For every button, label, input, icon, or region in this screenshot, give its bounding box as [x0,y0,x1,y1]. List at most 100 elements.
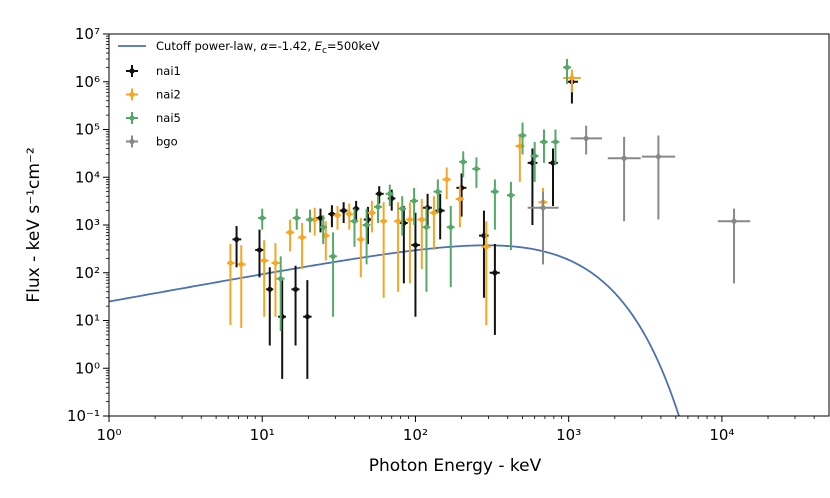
data-marker [552,139,559,145]
legend-model-label: Cutoff power-law, α=-1.42, Ec=500keV [156,39,380,56]
nai5-point [305,209,314,233]
nai5-point [551,129,560,166]
data-marker [412,242,419,248]
nai2-point [297,223,307,269]
nai5-point [409,187,419,225]
data-marker [259,215,265,221]
data-marker [444,176,450,183]
data-marker [233,236,240,242]
data-marker [540,205,546,211]
nai5-point [563,58,571,84]
legend-swatch-marker [129,115,135,121]
y-tick-label: 10¹ [75,312,100,330]
data-marker [227,260,234,266]
nai5-point [373,196,382,224]
data-marker [351,218,358,224]
nai5-point [472,157,481,188]
y-tick-label: 10⁰ [75,359,100,377]
nai5-point [398,196,407,236]
nai1-point [291,265,300,346]
nai2-point [481,221,491,326]
data-marker [387,191,393,197]
data-marker [564,64,570,70]
y-tick-label: 10⁶ [75,73,100,91]
nai1-point [255,229,264,278]
data-marker [621,155,627,161]
data-marker [483,244,489,250]
model-curve [109,244,680,416]
data-marker [435,189,441,195]
nai5-point [518,122,527,155]
nai1-point [456,173,467,217]
data-marker [292,286,299,292]
data-marker [460,159,466,165]
data-marker [541,139,547,145]
data-marker [508,192,514,198]
legend-label-nai2: nai2 [156,88,181,102]
data-marker [261,257,267,264]
data-marker [481,232,487,239]
nai5-point [446,205,455,288]
y-tick-label: 10³ [75,216,100,234]
data-marker [569,75,575,81]
data-marker [312,216,318,223]
data-marker [731,218,737,224]
nai2-point [367,200,376,233]
nai5-point [506,181,515,250]
nai5-point [292,208,301,230]
data-marker [583,135,589,142]
data-marker [341,208,347,214]
legend: Cutoff power-law, α=-1.42, Ec=500keV nai… [118,39,380,149]
nai2-point [455,186,464,228]
data-marker [423,224,430,230]
data-marker [492,189,498,195]
nai2-point [286,219,295,252]
data-marker [272,260,279,266]
gridless-plot-area [109,34,829,416]
nai1-point [328,205,336,228]
data-marker [473,166,480,172]
bgo-point [607,136,641,222]
data-marker [330,253,336,259]
data-marker [492,270,498,276]
data-marker [399,206,405,212]
nai2-point [394,202,402,292]
bgo-point [527,191,559,265]
x-tick-label: 10⁰ [96,426,121,444]
nai5-point [540,129,548,163]
legend-swatch-marker [129,138,135,145]
nai1-point [266,267,274,346]
data-marker [307,216,313,223]
nai2-point [271,242,280,317]
data-marker [550,160,556,166]
data-marker [256,247,263,253]
nai2-point [356,218,365,278]
nai2-point [379,202,388,298]
nai5-point [422,206,431,292]
nai5-point [362,208,371,265]
nai1-point [375,186,384,204]
nai5-point [530,141,539,182]
data-marker [329,211,335,217]
y-tick-label: 10⁴ [75,168,100,186]
y-tick-label: 10⁷ [75,25,100,43]
x-tick-label: 10³ [556,426,581,444]
y-axis: 10⁻¹ 10⁰ 10¹ 10² 10³ 10⁴ 10⁵ 10⁶ 10⁷ [67,25,109,425]
legend-label-nai5: nai5 [156,111,181,125]
x-tick-label: 10⁴ [709,426,734,444]
data-marker [457,196,463,202]
nai5-point [385,184,394,206]
nai5-point [276,256,285,332]
x-tick-label: 10¹ [250,426,275,444]
nai5-point [459,151,468,178]
bgo-point [717,208,751,284]
data-marker [381,218,387,224]
x-tick-label: 10² [403,426,428,444]
data-marker [320,224,326,230]
nai2-point [345,203,353,230]
legend-label-nai1: nai1 [156,64,181,78]
nai1-point [339,202,348,224]
nai1-point [411,212,420,317]
nai2-point [429,196,438,250]
data-marker [267,286,273,292]
